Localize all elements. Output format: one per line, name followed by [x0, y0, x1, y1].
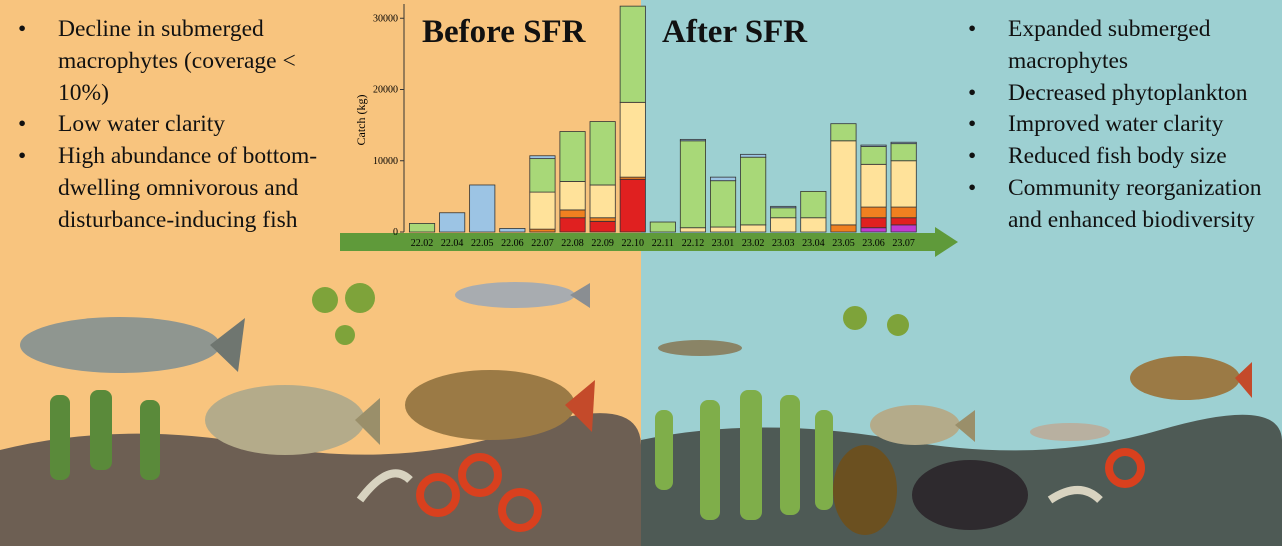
y-tick-label: 10000 [373, 156, 398, 167]
x-tick-label: 22.02 [411, 238, 434, 249]
x-tick-label: 22.09 [591, 238, 614, 249]
bar-segment [860, 206, 887, 219]
x-tick-label: 23.02 [742, 238, 765, 249]
x-tick-label: 22.10 [622, 238, 645, 249]
bar-segment [559, 131, 586, 182]
bar-segment [679, 140, 706, 229]
snail [833, 445, 897, 535]
x-tick-label: 23.01 [712, 238, 735, 249]
bar-segment [890, 141, 917, 145]
bar-segment [409, 223, 436, 233]
x-tick-label: 22.08 [561, 238, 584, 249]
bullet: Decline in submerged macrophytes (covera… [18, 14, 348, 109]
bar-segment [770, 205, 797, 209]
bar-segment [529, 191, 556, 230]
bar-segment [679, 227, 706, 233]
bar-segment [890, 143, 917, 162]
after-title: After SFR [662, 14, 808, 50]
bar-segment [589, 217, 616, 222]
bullet: Low water clarity [18, 109, 348, 141]
bar-segment [830, 123, 857, 142]
sediment-left [0, 413, 641, 546]
bar-segment [830, 224, 857, 233]
x-tick-label: 23.03 [772, 238, 795, 249]
bar-segment [830, 140, 857, 226]
bar-segment [860, 227, 887, 233]
bar-segment [860, 217, 887, 229]
time-arrow [340, 227, 958, 257]
x-tick-label: 22.11 [652, 238, 674, 249]
bar-segment [619, 178, 646, 233]
bar-segment [890, 160, 917, 208]
y-axis-title: Catch (kg) [354, 95, 368, 146]
x-tick-label: 22.12 [682, 238, 705, 249]
bar-segment [499, 228, 526, 233]
bullet: Improved water clarity [968, 109, 1278, 141]
bar-segment [589, 220, 616, 233]
bar-segment [529, 158, 556, 193]
x-tick-label: 23.05 [832, 238, 855, 249]
plants-right [655, 390, 833, 520]
x-tick-label: 23.06 [862, 238, 885, 249]
bar-segment [860, 163, 887, 208]
before-title: Before SFR [422, 14, 586, 50]
y-tick-label: 0 [393, 227, 398, 238]
bar-segment [619, 101, 646, 178]
bullet: Reduced fish body size [968, 141, 1278, 173]
bullet: Community reorganization and enhanced bi… [968, 173, 1278, 237]
bar-segment [860, 144, 887, 147]
bar-segment [770, 217, 797, 233]
x-tick-label: 22.04 [441, 238, 464, 249]
bullet: Decreased phytoplankton [968, 78, 1278, 110]
bar-segment [890, 224, 917, 233]
x-tick-label: 22.06 [501, 238, 524, 249]
fish-right [658, 340, 1252, 445]
bar-segment [740, 224, 767, 233]
bar-segment [740, 153, 767, 158]
bar-segment [619, 5, 646, 103]
plants-left [50, 390, 160, 480]
bar-segment [469, 184, 496, 233]
bar-segment [710, 176, 737, 182]
bar-segment [740, 156, 767, 226]
bar-segment [649, 221, 676, 233]
bullet: Expanded submerged macrophytes [968, 14, 1278, 78]
bar-segment [710, 180, 737, 228]
catch-chart: Catch (kg) 0 10000 20000 30000 22.02 22.04 22.… [340, 4, 958, 257]
bar-segment [529, 228, 556, 233]
bar-segment [800, 217, 827, 233]
benthos [356, 448, 1145, 532]
bullet: High abundance of bottom-dwelling omnivo… [18, 141, 348, 236]
bar-segment [890, 217, 917, 226]
bar-segment [589, 121, 616, 186]
bar-segment [890, 206, 917, 219]
x-tick-label: 22.05 [471, 238, 494, 249]
y-tick-label: 30000 [373, 13, 398, 24]
bar-segment [589, 184, 616, 219]
mussel [912, 460, 1028, 530]
x-tick-label: 23.07 [892, 238, 915, 249]
bar-segment [559, 217, 586, 233]
bar-segment [439, 212, 466, 233]
y-tick-label: 20000 [373, 85, 398, 96]
x-tick-label: 23.04 [802, 238, 825, 249]
after-bullets: Expanded submerged macrophytesDecreased … [966, 14, 1278, 237]
fish-left [20, 282, 595, 455]
bar-segment [559, 181, 586, 211]
bar-segment [529, 155, 556, 160]
before-bullets: Decline in submerged macrophytes (covera… [16, 14, 348, 237]
bar-segment [679, 138, 706, 142]
bar-segment [559, 209, 586, 219]
bar-segment [800, 190, 827, 219]
bar-segment [710, 226, 737, 233]
x-tick-label: 22.07 [531, 238, 554, 249]
algae [312, 283, 909, 345]
bar-segment [860, 146, 887, 165]
bar-segment [770, 207, 797, 219]
